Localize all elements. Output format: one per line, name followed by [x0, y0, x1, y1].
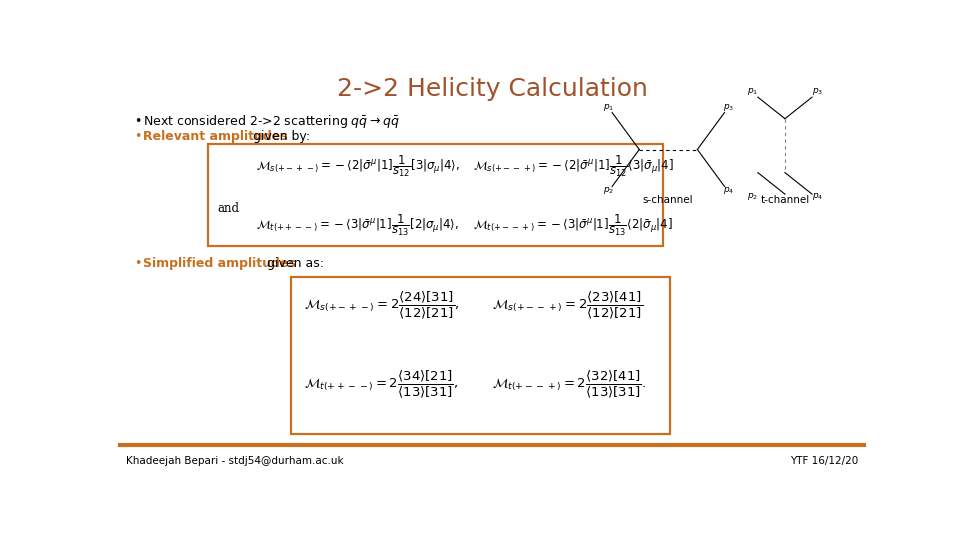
Text: given as:: given as: [263, 257, 324, 270]
Text: and: and [217, 202, 239, 215]
Text: $p_2$: $p_2$ [747, 191, 758, 202]
Text: $\mathcal{M}_{t(++--)} = 2\dfrac{\langle 34\rangle[21]}{\langle 13\rangle[31]},$: $\mathcal{M}_{t(++--)} = 2\dfrac{\langle… [304, 369, 459, 400]
Text: given by:: given by: [250, 130, 310, 143]
Text: $p_2$: $p_2$ [603, 185, 613, 196]
Text: 2->2 Helicity Calculation: 2->2 Helicity Calculation [337, 77, 647, 102]
Text: $p_4$: $p_4$ [812, 191, 823, 202]
Text: •: • [134, 130, 141, 143]
Text: $p_1$: $p_1$ [747, 86, 758, 97]
Text: Khadeejah Bepari - stdj54@durham.ac.uk: Khadeejah Bepari - stdj54@durham.ac.uk [126, 456, 344, 467]
Text: $\mathcal{M}_{s(+--+)} = 2\dfrac{\langle 23\rangle[41]}{\langle 12\rangle[21]}$: $\mathcal{M}_{s(+--+)} = 2\dfrac{\langle… [492, 289, 643, 321]
Text: s-channel: s-channel [642, 194, 693, 205]
Text: $p_3$: $p_3$ [812, 86, 823, 97]
Text: t-channel: t-channel [760, 194, 809, 205]
FancyBboxPatch shape [207, 144, 663, 246]
Text: $\mathcal{M}_{s(+-+-)} = -\langle 2|\bar{\sigma}^\mu|1]\dfrac{1}{s_{12}}[3|\sigm: $\mathcal{M}_{s(+-+-)} = -\langle 2|\bar… [255, 153, 460, 179]
Text: $p_1$: $p_1$ [603, 103, 613, 113]
Text: Relevant amplitudes: Relevant amplitudes [143, 130, 288, 143]
Text: $p_3$: $p_3$ [723, 103, 734, 113]
Text: $\mathcal{M}_{s(+-+-)} = 2\dfrac{\langle 24\rangle[31]}{\langle 12\rangle[21]},$: $\mathcal{M}_{s(+-+-)} = 2\dfrac{\langle… [304, 289, 460, 321]
Text: Simplified amplitudes: Simplified amplitudes [143, 257, 296, 270]
Text: $\mathcal{M}_{s(+--+)} = -\langle 2|\bar{\sigma}^\mu|1]\dfrac{1}{s_{12}}\langle : $\mathcal{M}_{s(+--+)} = -\langle 2|\bar… [472, 153, 673, 179]
Text: $\mathcal{M}_{t(+--+)} = 2\dfrac{\langle 32\rangle[41]}{\langle 13\rangle[31]}.$: $\mathcal{M}_{t(+--+)} = 2\dfrac{\langle… [492, 369, 646, 400]
Text: $\mathcal{M}_{t(+--+)} = -\langle 3|\bar{\sigma}^\mu|1]\dfrac{1}{s_{13}}\langle : $\mathcal{M}_{t(+--+)} = -\langle 3|\bar… [472, 212, 672, 238]
Text: •: • [134, 115, 141, 129]
Text: $\mathcal{M}_{t(++--)} = -\langle 3|\bar{\sigma}^\mu|1]\dfrac{1}{s_{13}}[2|\sigm: $\mathcal{M}_{t(++--)} = -\langle 3|\bar… [255, 212, 459, 238]
FancyBboxPatch shape [291, 276, 670, 434]
Text: •: • [134, 257, 141, 270]
Text: Next considered 2->2 scattering $q\bar{q} \rightarrow q\bar{q}$: Next considered 2->2 scattering $q\bar{q… [143, 113, 399, 130]
Text: YTF 16/12/20: YTF 16/12/20 [789, 456, 858, 467]
Text: $p_4$: $p_4$ [723, 185, 734, 196]
